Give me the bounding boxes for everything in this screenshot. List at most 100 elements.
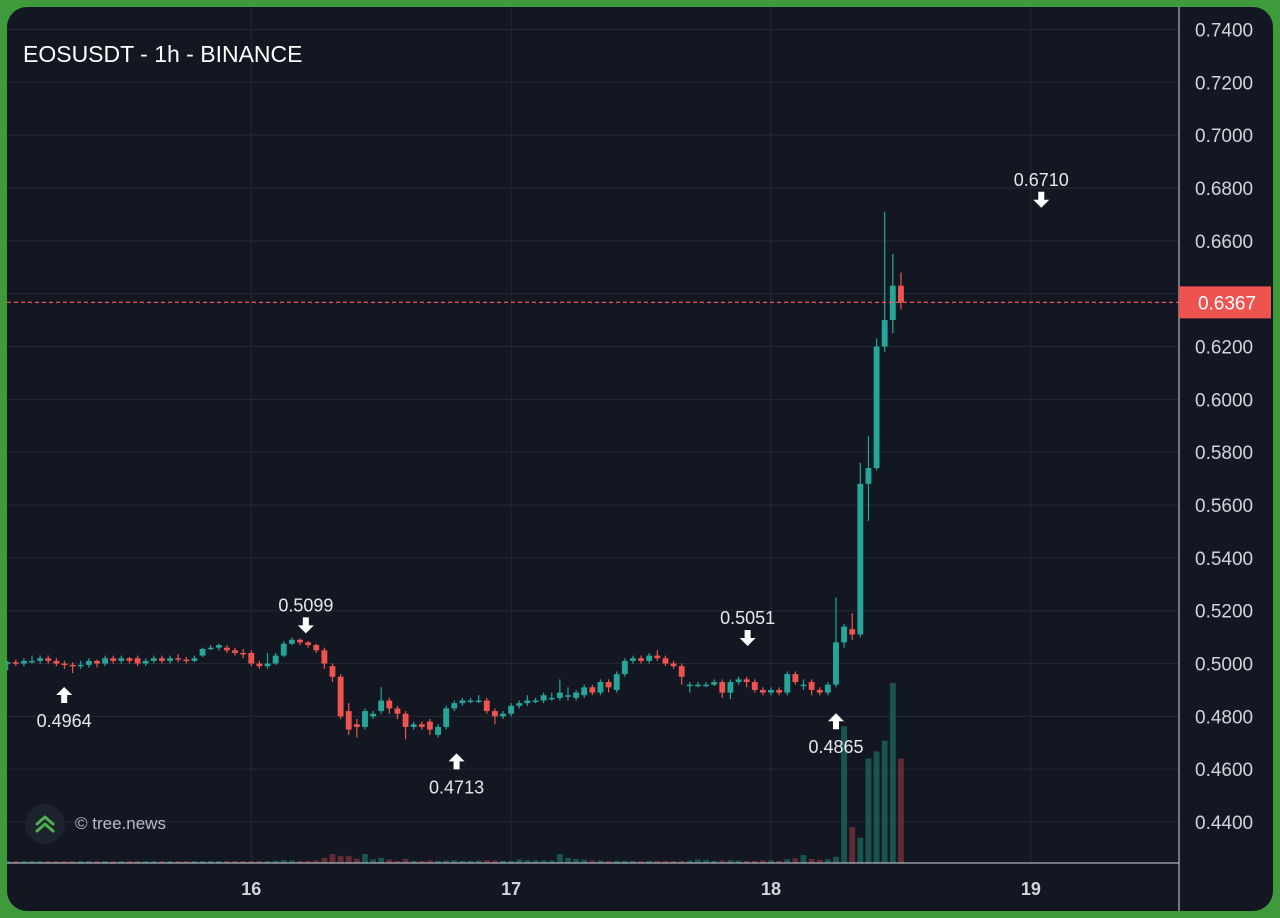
volume-bar [37, 861, 44, 863]
tree-news-logo-icon [25, 804, 65, 844]
candle-body [175, 658, 182, 660]
candle-body [142, 660, 149, 664]
candle-body [792, 674, 799, 683]
candle-body [61, 663, 68, 666]
annotation-label: 0.6710 [1014, 170, 1069, 190]
volume-bar [841, 726, 848, 863]
candle-body [597, 682, 604, 693]
volume-bar [232, 861, 238, 863]
candlestick-chart: 0.74000.72000.70000.68000.66000.64000.62… [7, 7, 1271, 911]
candle-body [540, 695, 547, 701]
y-tick-label: 0.5400 [1195, 549, 1253, 570]
candle-body [329, 666, 336, 677]
candle-body [378, 700, 385, 712]
volume-bar [159, 861, 165, 863]
price-annotations: 0.4964 0.5099 0.4713 0.5051 0.4865 0.6710 [37, 170, 1069, 798]
candle-body [297, 639, 303, 643]
volume-bar [240, 861, 247, 863]
candle-body [248, 652, 255, 664]
volume-bar [191, 861, 198, 863]
candle-body [573, 692, 580, 698]
volume-bar [53, 861, 60, 863]
volume-bar [605, 860, 612, 863]
candle-body [816, 689, 823, 693]
volume-bar [833, 856, 839, 863]
arrow-down-icon [297, 617, 314, 634]
y-tick-label: 0.5800 [1195, 443, 1253, 464]
candle-body [150, 658, 157, 661]
candle-body [240, 652, 247, 655]
volume-bar [378, 857, 385, 863]
candle-body [556, 692, 563, 698]
candle-body [751, 682, 758, 690]
volume-bar [167, 861, 173, 863]
y-tick-label: 0.4400 [1195, 813, 1253, 834]
volume-bar [207, 861, 214, 863]
candle-body [362, 711, 368, 727]
candle-body [451, 703, 458, 709]
volume-bar [459, 860, 466, 863]
grid [7, 7, 1179, 863]
volume-bar [321, 857, 328, 863]
annotation-label: 0.4964 [37, 711, 92, 731]
candle-body [215, 645, 222, 648]
axes: 0.74000.72000.70000.68000.66000.64000.62… [7, 7, 1271, 911]
volume-bar [573, 859, 580, 863]
candle-body [264, 663, 271, 667]
volume-bar [556, 854, 563, 863]
volume-bar [451, 860, 458, 863]
candle-body [418, 724, 425, 727]
volume-bar [816, 859, 823, 863]
volume-bar [118, 861, 125, 863]
volume-bar [516, 859, 523, 863]
y-tick-label: 0.7000 [1195, 126, 1253, 147]
candle-body [37, 658, 44, 661]
volume-bar [873, 751, 880, 863]
chart-title: EOSUSDT - 1h - BINANCE [23, 41, 303, 67]
volume-bar [703, 859, 709, 863]
candle-body [638, 658, 644, 661]
volume-bar [491, 860, 498, 863]
volume-bar [370, 859, 377, 863]
volume-bar [94, 861, 100, 863]
volume-bar [248, 861, 255, 863]
candle-body [53, 660, 60, 664]
volume-bar [199, 861, 206, 863]
volume-bar [532, 860, 539, 863]
volume-bar [898, 758, 904, 863]
volume-bar [565, 857, 571, 863]
volume-bar [12, 861, 19, 863]
candle-body [621, 660, 628, 675]
volume-bar [29, 861, 35, 863]
y-tick-label: 0.5200 [1195, 602, 1253, 623]
volume-bar [61, 861, 68, 863]
candle-body [865, 468, 872, 484]
candle-body [321, 650, 328, 664]
volume-bar [735, 860, 742, 863]
volume-bar [621, 860, 628, 863]
volume-bar [638, 861, 644, 863]
volume-bar [881, 740, 888, 863]
candle-body [483, 700, 490, 712]
volume-bar [20, 861, 27, 863]
volume-bar [581, 859, 588, 863]
candle-body [735, 679, 742, 683]
volume-bar [305, 860, 312, 863]
candle-body [102, 658, 109, 664]
volume-bar [443, 860, 450, 863]
volume-bar [7, 861, 11, 863]
volume-bar [483, 860, 490, 863]
candle-body [29, 660, 35, 663]
candle-body [167, 658, 173, 661]
volume-bar [256, 861, 263, 863]
volume-bar [759, 860, 766, 863]
volume-bar [719, 860, 726, 863]
candle-body [386, 700, 393, 709]
candle-body [605, 682, 612, 688]
candle-body [12, 662, 19, 664]
candle-body [841, 626, 848, 643]
volume-bar [654, 860, 661, 863]
candle-body [272, 655, 279, 664]
volume-bar [142, 861, 149, 863]
volume-bar [337, 855, 344, 863]
